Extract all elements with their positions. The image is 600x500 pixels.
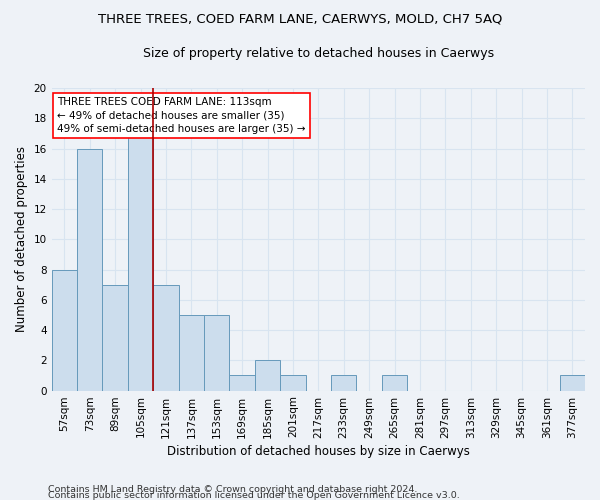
Y-axis label: Number of detached properties: Number of detached properties [15, 146, 28, 332]
Bar [229, 376, 255, 390]
Bar [204, 315, 229, 390]
Bar [179, 315, 204, 390]
Bar [52, 270, 77, 390]
Bar [280, 376, 305, 390]
Bar [560, 376, 585, 390]
Text: THREE TREES, COED FARM LANE, CAERWYS, MOLD, CH7 5AQ: THREE TREES, COED FARM LANE, CAERWYS, MO… [98, 12, 502, 26]
X-axis label: Distribution of detached houses by size in Caerwys: Distribution of detached houses by size … [167, 444, 470, 458]
Text: THREE TREES COED FARM LANE: 113sqm
← 49% of detached houses are smaller (35)
49%: THREE TREES COED FARM LANE: 113sqm ← 49%… [57, 97, 305, 134]
Text: Contains public sector information licensed under the Open Government Licence v3: Contains public sector information licen… [48, 491, 460, 500]
Bar [382, 376, 407, 390]
Bar [128, 134, 153, 390]
Bar [331, 376, 356, 390]
Bar [153, 284, 179, 391]
Text: Contains HM Land Registry data © Crown copyright and database right 2024.: Contains HM Land Registry data © Crown c… [48, 484, 418, 494]
Title: Size of property relative to detached houses in Caerwys: Size of property relative to detached ho… [143, 48, 494, 60]
Bar [255, 360, 280, 390]
Bar [77, 148, 103, 390]
Bar [103, 284, 128, 391]
